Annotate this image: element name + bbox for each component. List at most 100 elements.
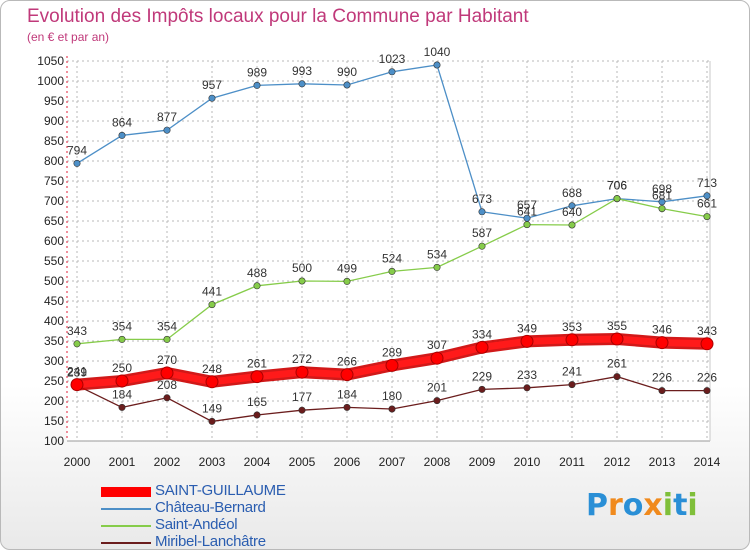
data-point [700, 337, 714, 351]
proxiti-logo: Proxiti [586, 488, 698, 523]
x-tick-label: 2001 [109, 455, 136, 469]
data-point [658, 198, 666, 206]
data-label: 355 [607, 319, 627, 333]
legend-swatch [101, 525, 151, 527]
data-label: 794 [67, 143, 87, 157]
data-label: 165 [247, 395, 267, 409]
data-point [118, 131, 126, 139]
y-tick-label: 400 [44, 314, 64, 328]
data-label: 353 [562, 320, 582, 334]
data-label: 334 [472, 327, 492, 341]
data-label: 688 [562, 186, 582, 200]
data-point [253, 81, 261, 89]
data-label: 681 [652, 189, 672, 203]
data-point [250, 370, 264, 384]
data-label: 499 [337, 261, 357, 275]
logo-letter: i [662, 488, 674, 523]
x-tick-label: 2012 [604, 455, 631, 469]
chart-title: Evolution des Impôts locaux pour la Comm… [27, 6, 529, 27]
data-label: 640 [562, 205, 582, 219]
data-label: 201 [427, 381, 447, 395]
data-label: 1023 [379, 52, 406, 66]
y-tick-label: 250 [44, 374, 64, 388]
data-point [343, 277, 351, 285]
data-point [703, 192, 711, 200]
data-point [253, 411, 261, 419]
data-label: 233 [517, 368, 537, 382]
data-label: 261 [247, 357, 267, 371]
data-label: 441 [202, 285, 222, 299]
data-point [388, 267, 396, 275]
x-tick-label: 2013 [649, 455, 676, 469]
y-tick-label: 650 [44, 214, 64, 228]
series-saint-and-ol [73, 195, 711, 348]
logo-letter: P [586, 488, 608, 523]
legend-swatch [101, 542, 151, 544]
data-label: 343 [697, 324, 717, 338]
y-tick-label: 1050 [37, 54, 64, 68]
series-saint-guillaume [70, 332, 714, 392]
chart-subtitle: (en € et par an) [27, 30, 110, 44]
data-point [658, 205, 666, 213]
data-label: 349 [517, 321, 537, 335]
legend-label: Miribel-Lanchâtre [155, 533, 266, 550]
y-tick-label: 100 [44, 434, 64, 448]
data-point [163, 394, 171, 402]
data-point [388, 68, 396, 76]
data-label: 346 [652, 323, 672, 337]
data-label: 270 [157, 353, 177, 367]
logo-letter: i [687, 488, 698, 523]
data-point [520, 334, 534, 348]
y-tick-label: 600 [44, 234, 64, 248]
data-label: 698 [652, 182, 672, 196]
x-tick-label: 2000 [64, 455, 91, 469]
logo-letter: x [643, 488, 663, 523]
data-point [73, 340, 81, 348]
data-label: 180 [382, 389, 402, 403]
data-label: 673 [472, 192, 492, 206]
data-point [160, 366, 174, 380]
y-tick-label: 900 [44, 114, 64, 128]
data-label: 657 [517, 198, 537, 212]
x-tick-label: 2014 [694, 455, 721, 469]
x-tick-label: 2003 [199, 455, 226, 469]
data-point [568, 221, 576, 229]
x-tick-label: 2005 [289, 455, 316, 469]
data-label: 993 [292, 64, 312, 78]
data-label: 706 [607, 179, 627, 193]
data-label: 248 [202, 362, 222, 376]
data-label: 289 [382, 345, 402, 359]
data-label: 266 [337, 355, 357, 369]
data-label: 524 [382, 251, 402, 265]
x-tick-label: 2002 [154, 455, 181, 469]
y-tick-label: 300 [44, 354, 64, 368]
data-point [163, 335, 171, 343]
x-tick-label: 2006 [334, 455, 361, 469]
x-tick-label: 2009 [469, 455, 496, 469]
data-label: 587 [472, 226, 492, 240]
y-tick-label: 450 [44, 294, 64, 308]
data-label: 989 [247, 65, 267, 79]
y-tick-label: 950 [44, 94, 64, 108]
x-tick-label: 2008 [424, 455, 451, 469]
data-point [343, 403, 351, 411]
logo-letter: r [608, 488, 623, 523]
y-tick-label: 800 [44, 154, 64, 168]
data-point [433, 263, 441, 271]
data-point [475, 340, 489, 354]
y-tick-label: 550 [44, 254, 64, 268]
x-tick-label: 2007 [379, 455, 406, 469]
data-point [73, 159, 81, 167]
data-point [70, 378, 84, 392]
data-point [478, 242, 486, 250]
data-point [118, 335, 126, 343]
y-tick-label: 750 [44, 174, 64, 188]
data-point [478, 385, 486, 393]
data-point [115, 374, 129, 388]
data-label: 641 [517, 205, 537, 219]
data-point [385, 358, 399, 372]
data-label: 241 [67, 365, 87, 379]
data-point [205, 375, 219, 389]
data-point [295, 365, 309, 379]
